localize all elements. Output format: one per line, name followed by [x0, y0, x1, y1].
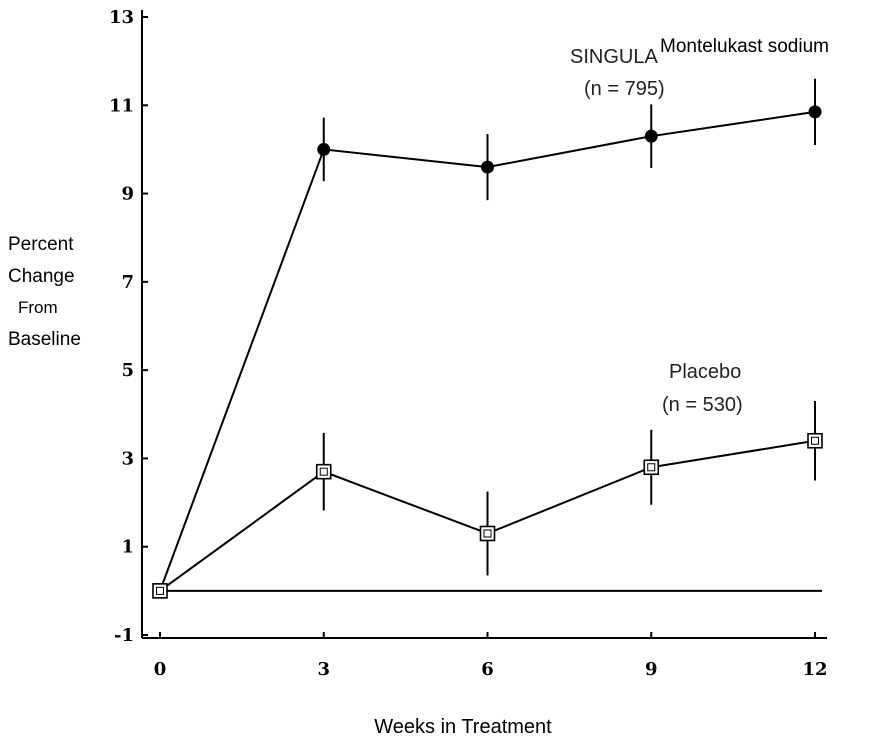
- data-point: [481, 160, 494, 174]
- y-axis-title-line-2: Change: [8, 266, 75, 287]
- y-tick-label: 1: [121, 537, 134, 558]
- data-point: [643, 459, 660, 476]
- x-tick-label: 3: [317, 659, 330, 680]
- series-placebo: [152, 401, 823, 599]
- data-point: [317, 142, 331, 156]
- series-layer: [152, 78, 823, 599]
- y-tick-label: 5: [121, 360, 134, 381]
- y-axis-title-line-4: Baseline: [8, 329, 81, 350]
- label-overlay-mask: [660, 57, 708, 69]
- singulair-label-n: (n = 795): [584, 78, 665, 100]
- y-tick-label: 7: [121, 272, 134, 293]
- data-point: [315, 463, 332, 480]
- x-tick-label: 0: [154, 659, 167, 680]
- x-tick-label: 12: [802, 659, 827, 680]
- series-labels: SINGULA (n = 795) Montelukast sodium Pla…: [570, 36, 829, 416]
- placebo-label-n: (n = 530): [662, 394, 743, 416]
- y-tick-label: -1: [114, 625, 134, 646]
- data-point: [152, 583, 168, 599]
- x-tick-label: 9: [645, 659, 658, 680]
- y-tick-label: 9: [121, 184, 134, 205]
- y-tick-label: 3: [121, 448, 134, 469]
- y-tick-label: 11: [109, 95, 134, 116]
- x-axis-title: Weeks in Treatment: [374, 716, 552, 738]
- x-tick-label: 6: [481, 659, 494, 680]
- montelukast-overlay-label: Montelukast sodium: [660, 36, 829, 57]
- singulair-label-name: SINGULA: [570, 46, 658, 68]
- y-axis-title: Percent Change From Baseline: [8, 234, 81, 350]
- y-tick-label: 13: [109, 7, 134, 28]
- data-point: [808, 105, 822, 119]
- axes: [141, 10, 827, 639]
- y-axis-title-line-3: From: [18, 298, 58, 317]
- y-axis-title-line-1: Percent: [8, 234, 74, 255]
- placebo-label-name: Placebo: [669, 361, 741, 383]
- data-point: [644, 129, 658, 143]
- data-point: [479, 525, 496, 542]
- data-point: [807, 432, 823, 449]
